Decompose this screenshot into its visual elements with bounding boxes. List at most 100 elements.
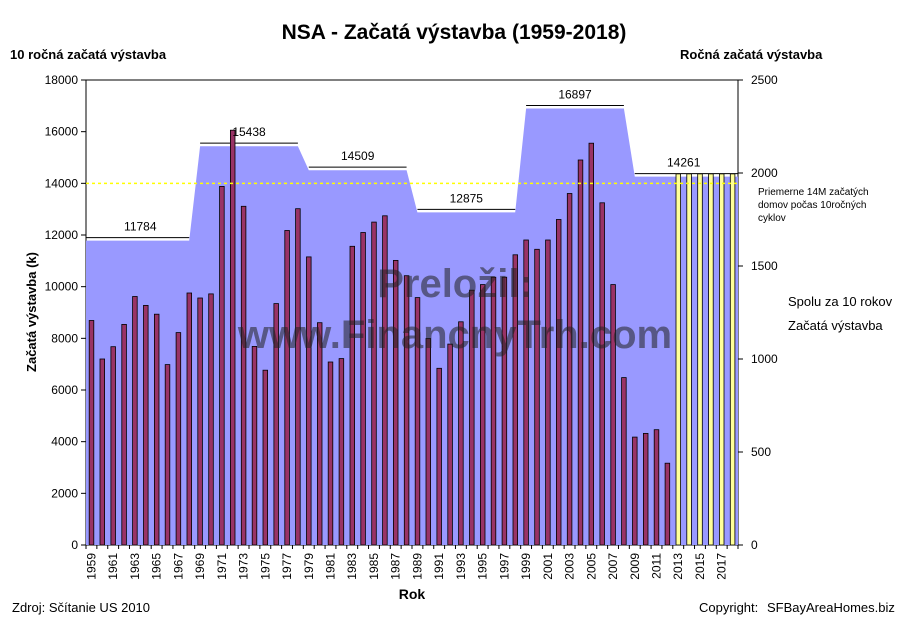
level-label-2: 14509 xyxy=(341,149,375,163)
bar-1972 xyxy=(229,129,236,546)
x-tick-label: 1977 xyxy=(280,553,294,580)
x-tick-label: 2005 xyxy=(584,553,598,580)
bar-1967 xyxy=(175,332,182,546)
x-tick-label: 2013 xyxy=(671,553,685,580)
bar-1970 xyxy=(208,293,214,546)
left-tick-label: 6000 xyxy=(51,383,78,397)
bar-1969 xyxy=(197,297,203,546)
bar-2018 xyxy=(729,173,736,546)
bar-2007 xyxy=(610,284,616,546)
bar-1980 xyxy=(316,322,323,546)
bar-1966 xyxy=(164,364,171,546)
x-tick-label: 2009 xyxy=(628,553,642,580)
bar-1997 xyxy=(501,276,508,546)
x-tick-label: 1993 xyxy=(454,553,468,580)
bar-1964 xyxy=(143,304,149,546)
bar-1976 xyxy=(273,303,279,546)
left-tick-label: 8000 xyxy=(51,331,78,345)
x-tick-label: 1989 xyxy=(410,553,424,580)
x-tick-label: 1963 xyxy=(128,553,142,580)
annual-starts-bars xyxy=(88,129,736,546)
annotation-note: Priemerne 14M začatých domov počas 10roč… xyxy=(758,187,869,224)
bar-1998 xyxy=(512,254,518,546)
level-label-0: 11784 xyxy=(124,220,157,234)
x-tick-label: 1959 xyxy=(84,553,98,580)
watermark-line-1: Preložil: xyxy=(377,262,533,306)
left-tick-label: 18000 xyxy=(45,73,79,87)
right-tick-label: 1000 xyxy=(751,352,778,366)
bar-1992 xyxy=(447,343,453,546)
annotation-line-2: domov počas 10ročných xyxy=(758,200,866,211)
bar-2017 xyxy=(719,173,725,546)
x-tick-label: 1987 xyxy=(389,553,403,580)
bar-2004 xyxy=(577,159,584,546)
bar-1968 xyxy=(186,292,192,546)
x-tick-label: 1999 xyxy=(519,553,533,580)
bar-2013 xyxy=(675,173,681,546)
ten-year-area-layer xyxy=(86,108,738,545)
bar-1977 xyxy=(284,230,290,546)
left-tick-label: 12000 xyxy=(45,228,79,242)
x-tick-label: 1969 xyxy=(193,553,207,580)
left-tick-label: 10000 xyxy=(45,280,79,294)
legend-item-ten-year: Spolu za 10 rokov xyxy=(788,294,893,309)
bar-1996 xyxy=(490,276,497,546)
x-tick-label: 2017 xyxy=(715,553,729,580)
right-tick-label: 1500 xyxy=(751,259,778,273)
x-tick-label: 2011 xyxy=(650,553,664,579)
bar-1971 xyxy=(219,185,225,546)
left-tick-label: 0 xyxy=(71,538,78,552)
x-tick-label: 1985 xyxy=(367,553,381,580)
x-tick-label: 1983 xyxy=(345,553,359,580)
bar-1982 xyxy=(338,358,345,546)
bar-1985 xyxy=(371,221,377,546)
bar-1991 xyxy=(436,367,442,546)
x-tick-label: 2003 xyxy=(563,553,577,580)
level-labels: 11784 15438 14509 12875 16897 14261 xyxy=(124,88,701,234)
ten-year-area xyxy=(86,108,738,545)
bar-2014 xyxy=(686,173,692,546)
watermark-line-2: www.FinancnyTrh.com xyxy=(237,313,672,357)
bar-1961 xyxy=(110,346,116,546)
bar-1994 xyxy=(469,289,475,546)
bar-1965 xyxy=(153,313,160,546)
level-label-5: 14261 xyxy=(667,156,701,170)
bar-1978 xyxy=(295,208,301,546)
x-tick-label: 1995 xyxy=(476,553,490,580)
x-tick-label: 1981 xyxy=(324,553,338,580)
right-tick-label: 2000 xyxy=(751,166,778,180)
x-tick-label: 1965 xyxy=(150,553,164,580)
bar-2002 xyxy=(556,219,562,546)
bar-1959 xyxy=(88,320,95,546)
bar-2001 xyxy=(545,239,551,546)
bar-1989 xyxy=(414,297,421,546)
x-tick-label: 1973 xyxy=(237,553,251,580)
bar-2006 xyxy=(599,202,605,546)
x-tick-label: 1975 xyxy=(258,553,272,580)
bar-1987 xyxy=(392,259,399,546)
right-tick-label: 2500 xyxy=(751,73,778,87)
annotation-line-3: cyklov xyxy=(758,213,786,224)
bar-1999 xyxy=(523,239,529,546)
right-y-axis: 0 500 1000 1500 2000 2500 xyxy=(738,73,778,552)
bar-2000 xyxy=(534,248,540,546)
bar-1974 xyxy=(251,345,258,546)
x-tick-label: 1991 xyxy=(432,553,446,580)
bar-2009 xyxy=(632,436,638,546)
y-axis-label: Začatá výstavba (k) xyxy=(24,252,39,372)
x-axis: 1959 1961 1963 1965 1967 1969 1971 1973 1975 1977… xyxy=(84,545,739,580)
annotation-line-1: Priemerne 14M začatých xyxy=(758,187,869,198)
bar-1983 xyxy=(349,245,355,546)
x-tick-label: 1967 xyxy=(171,553,185,580)
left-tick-label: 2000 xyxy=(51,486,78,500)
x-tick-label: 1979 xyxy=(302,553,316,580)
bar-1962 xyxy=(121,323,127,546)
bar-2005 xyxy=(588,142,594,546)
bar-1979 xyxy=(306,256,312,546)
source-note: Zdroj: Sčítanie US 2010 xyxy=(12,600,150,615)
right-tick-label: 500 xyxy=(751,445,771,459)
left-tick-label: 16000 xyxy=(45,125,79,139)
left-tick-label: 4000 xyxy=(51,435,78,449)
bar-2010 xyxy=(643,432,649,546)
